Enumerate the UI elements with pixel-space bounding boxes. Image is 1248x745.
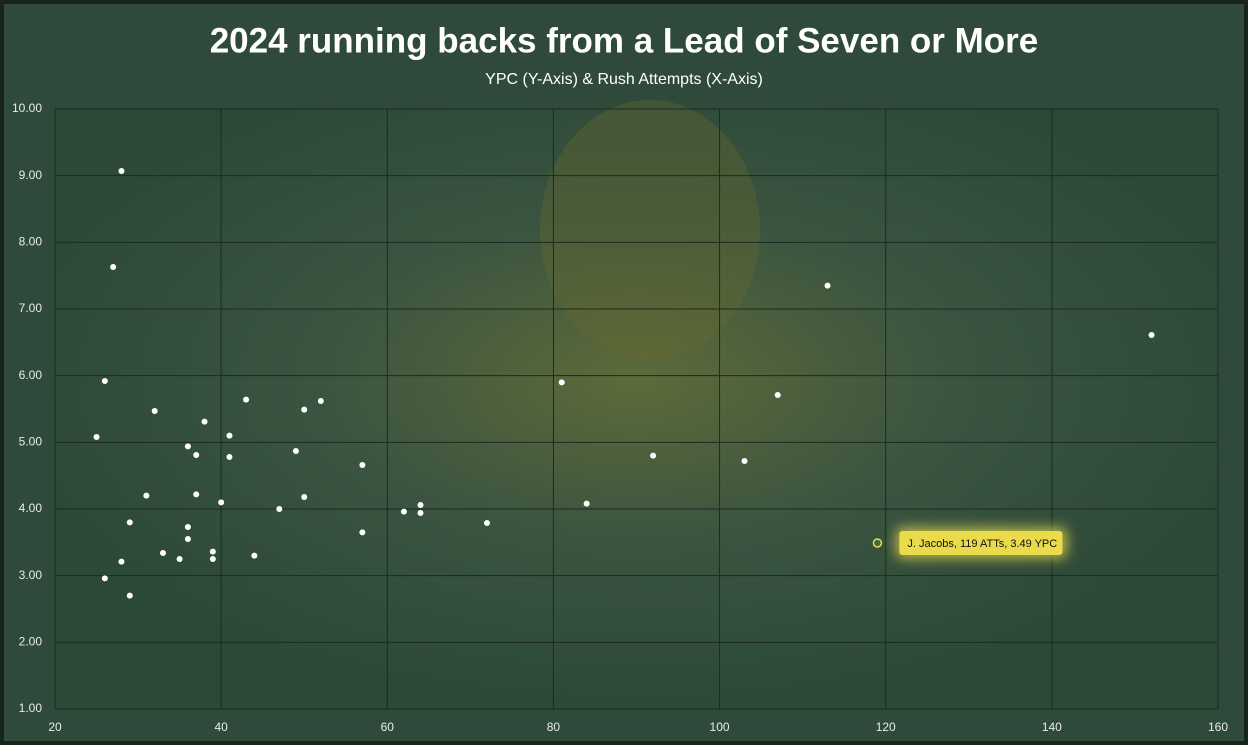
y-tick-label: 2.00 bbox=[19, 635, 43, 649]
x-tick-label: 140 bbox=[1042, 720, 1062, 734]
x-tick-label: 120 bbox=[876, 720, 896, 734]
point bbox=[774, 392, 781, 398]
point bbox=[126, 519, 133, 526]
point bbox=[184, 443, 191, 450]
point bbox=[93, 434, 100, 440]
highlight-point bbox=[872, 538, 883, 548]
point bbox=[209, 556, 216, 562]
point bbox=[276, 506, 283, 512]
point bbox=[243, 396, 250, 403]
chart-title: 2024 running backs from a Lead of Seven … bbox=[210, 21, 1039, 60]
point bbox=[151, 408, 158, 414]
x-tick-label: 80 bbox=[547, 720, 561, 734]
point bbox=[101, 575, 108, 582]
point bbox=[301, 406, 308, 413]
y-tick-label: 1.00 bbox=[19, 701, 43, 715]
point bbox=[209, 548, 216, 555]
point bbox=[483, 520, 490, 526]
x-tick-label: 160 bbox=[1208, 720, 1228, 734]
point bbox=[226, 432, 233, 439]
y-tick-label: 8.00 bbox=[19, 235, 43, 249]
point bbox=[583, 500, 590, 507]
point bbox=[417, 510, 424, 516]
point bbox=[292, 448, 299, 454]
x-tick-label: 60 bbox=[381, 720, 395, 734]
point bbox=[118, 558, 125, 565]
point bbox=[251, 552, 258, 559]
point bbox=[558, 379, 565, 386]
point bbox=[400, 508, 407, 515]
point bbox=[417, 502, 424, 508]
point bbox=[184, 524, 191, 530]
point bbox=[193, 491, 200, 498]
point bbox=[184, 536, 191, 542]
point bbox=[1148, 332, 1155, 338]
point bbox=[359, 529, 366, 536]
y-tick-label: 4.00 bbox=[19, 501, 43, 515]
point bbox=[159, 550, 166, 556]
point bbox=[201, 418, 208, 425]
point bbox=[226, 454, 233, 460]
y-tick-label: 6.00 bbox=[19, 368, 43, 382]
point bbox=[143, 492, 150, 499]
annotation-box bbox=[899, 531, 1063, 555]
point bbox=[193, 452, 200, 458]
point bbox=[650, 452, 657, 459]
x-tick-label: 20 bbox=[48, 720, 62, 734]
plot-area bbox=[55, 109, 1218, 709]
point bbox=[218, 499, 225, 506]
y-tick-label: 5.00 bbox=[19, 435, 43, 449]
point bbox=[317, 398, 324, 404]
point bbox=[176, 556, 183, 562]
y-tick-label: 10.00 bbox=[12, 101, 42, 115]
y-tick-label: 9.00 bbox=[19, 168, 43, 182]
backdrop bbox=[540, 100, 760, 360]
chart-subtitle: YPC (Y-Axis) & Rush Attempts (X-Axis) bbox=[485, 71, 763, 88]
y-tick-label: 3.00 bbox=[19, 568, 43, 582]
point bbox=[301, 494, 308, 500]
point bbox=[359, 462, 366, 468]
annotation-label: J. Jacobs, 119 ATTs, 3.49 YPC bbox=[907, 538, 1057, 550]
point bbox=[126, 592, 133, 599]
x-tick-label: 100 bbox=[710, 720, 730, 734]
point bbox=[110, 264, 117, 270]
point bbox=[824, 282, 831, 289]
point bbox=[741, 458, 748, 464]
y-tick-label: 7.00 bbox=[19, 301, 43, 315]
x-tick-label: 40 bbox=[214, 720, 228, 734]
point bbox=[101, 378, 108, 384]
point bbox=[118, 168, 125, 174]
